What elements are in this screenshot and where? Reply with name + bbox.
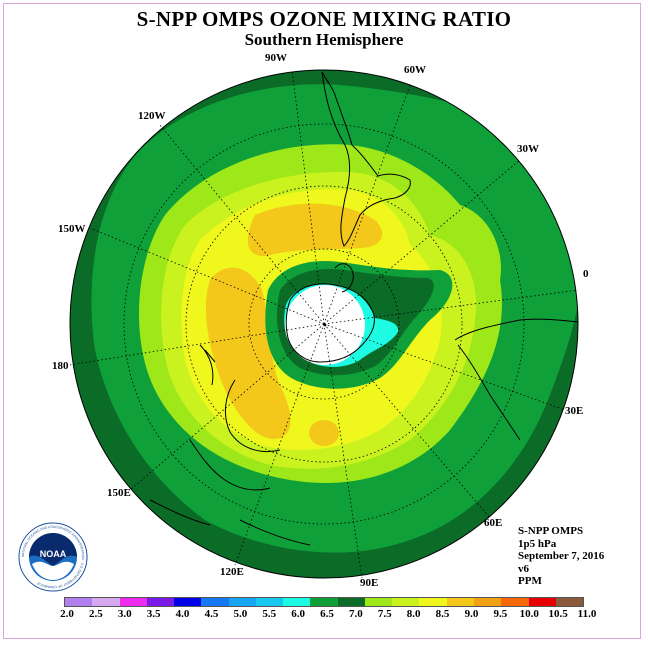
colorbar-label: 2.0 <box>60 608 74 620</box>
longitude-label-150w: 150W <box>58 223 86 235</box>
longitude-label-90e: 90E <box>360 577 379 589</box>
colorbar-label: 7.0 <box>349 608 363 620</box>
colorbar-swatch <box>501 598 529 606</box>
map-border <box>69 69 579 579</box>
longitude-label-30w: 30W <box>517 143 539 155</box>
coastlines <box>149 71 578 546</box>
longitude-label-0: 0 <box>583 268 589 280</box>
colorbar-label: 11.0 <box>577 608 597 620</box>
colorbar-label: 9.0 <box>464 608 479 620</box>
colorbar-swatch <box>364 598 393 606</box>
colorbar-label: 3.5 <box>146 608 161 620</box>
colorbar-swatch <box>119 598 147 606</box>
colorbar-label: 8.0 <box>406 608 421 620</box>
info-level: 1p5 hPa <box>518 537 557 550</box>
colorbar-swatch <box>146 598 175 606</box>
latitude-circle <box>248 248 400 400</box>
colorbar-swatch <box>65 598 93 606</box>
meridian-lines <box>69 69 579 579</box>
info-instrument: S-NPP OMPS <box>518 525 584 537</box>
latitude-circle <box>123 123 525 525</box>
info-block: S-NPP OMPS 1p5 hPa September 7, 2016 v6 … <box>518 525 604 588</box>
logo-text: NOAA <box>40 549 67 559</box>
ozone-max-region <box>309 420 339 446</box>
longitude-label-30e: 30E <box>565 405 584 417</box>
map-title: S-NPP OMPS OZONE MIXING RATIO <box>136 7 512 31</box>
colorbar-swatch <box>228 598 256 606</box>
colorbar-swatch <box>392 598 420 606</box>
ozone-max-region <box>247 203 383 256</box>
info-date: September 7, 2016 <box>518 550 605 562</box>
colorbar-label: 10.5 <box>548 608 568 620</box>
colorbar-label: 10.0 <box>519 608 539 620</box>
new-zealand-coast <box>199 344 216 386</box>
colorbar-swatch <box>283 598 311 606</box>
colorbar-label: 9.5 <box>493 608 508 620</box>
colorbar-swatch <box>446 598 474 606</box>
colorbar-label: 4.0 <box>175 608 190 620</box>
graticule <box>69 69 579 579</box>
map-subtitle: Southern Hemisphere <box>244 30 404 49</box>
south-america-coast <box>321 71 411 247</box>
image-frame <box>3 3 641 639</box>
colorbar-swatch <box>473 598 502 606</box>
colorbar-swatch <box>555 598 584 606</box>
longitude-label-120w: 120W <box>138 110 166 122</box>
colorbar-label: 4.5 <box>204 608 219 620</box>
africa-coast <box>454 318 578 441</box>
antarctica-coast <box>285 283 375 363</box>
latitude-circle <box>185 185 463 463</box>
colorbar-swatch <box>201 598 229 606</box>
colorbar-swatch <box>337 598 365 606</box>
colorbar-label: 6.5 <box>320 608 334 620</box>
longitude-label-90w: 90W <box>265 52 287 64</box>
australia-coast <box>189 379 281 491</box>
info-units: PPM <box>518 575 542 587</box>
colorbar-label: 5.0 <box>233 608 248 620</box>
indonesia-coast <box>149 499 311 546</box>
colorbar-swatch <box>419 598 447 606</box>
info-version: v6 <box>518 562 529 575</box>
colorbar-label: 6.0 <box>291 608 305 620</box>
colorbar-swatch <box>92 598 120 606</box>
longitude-label-60w: 60W <box>404 64 426 76</box>
longitude-label-60e: 60E <box>484 517 503 529</box>
noaa-logo: NOAA NATIONAL OCEANIC AND ATMOSPHERIC AD… <box>18 522 88 592</box>
longitude-label-150e: 150E <box>107 487 131 499</box>
colorbar-label: 5.5 <box>262 608 277 620</box>
colorbar-label: 2.5 <box>89 608 103 620</box>
ozone-max-region <box>205 267 291 439</box>
colorbar-label: 7.5 <box>377 608 392 620</box>
colorbar <box>64 597 584 607</box>
colorbar-swatch <box>528 598 556 606</box>
longitude-label-180: 180 <box>52 360 69 372</box>
colorbar-label: 8.5 <box>435 608 450 620</box>
colorbar-swatch <box>174 598 202 606</box>
colorbar-label: 3.0 <box>117 608 132 620</box>
colorbar-swatch <box>310 598 338 606</box>
longitude-label-120e: 120E <box>220 566 244 578</box>
colorbar-swatch <box>255 598 284 606</box>
